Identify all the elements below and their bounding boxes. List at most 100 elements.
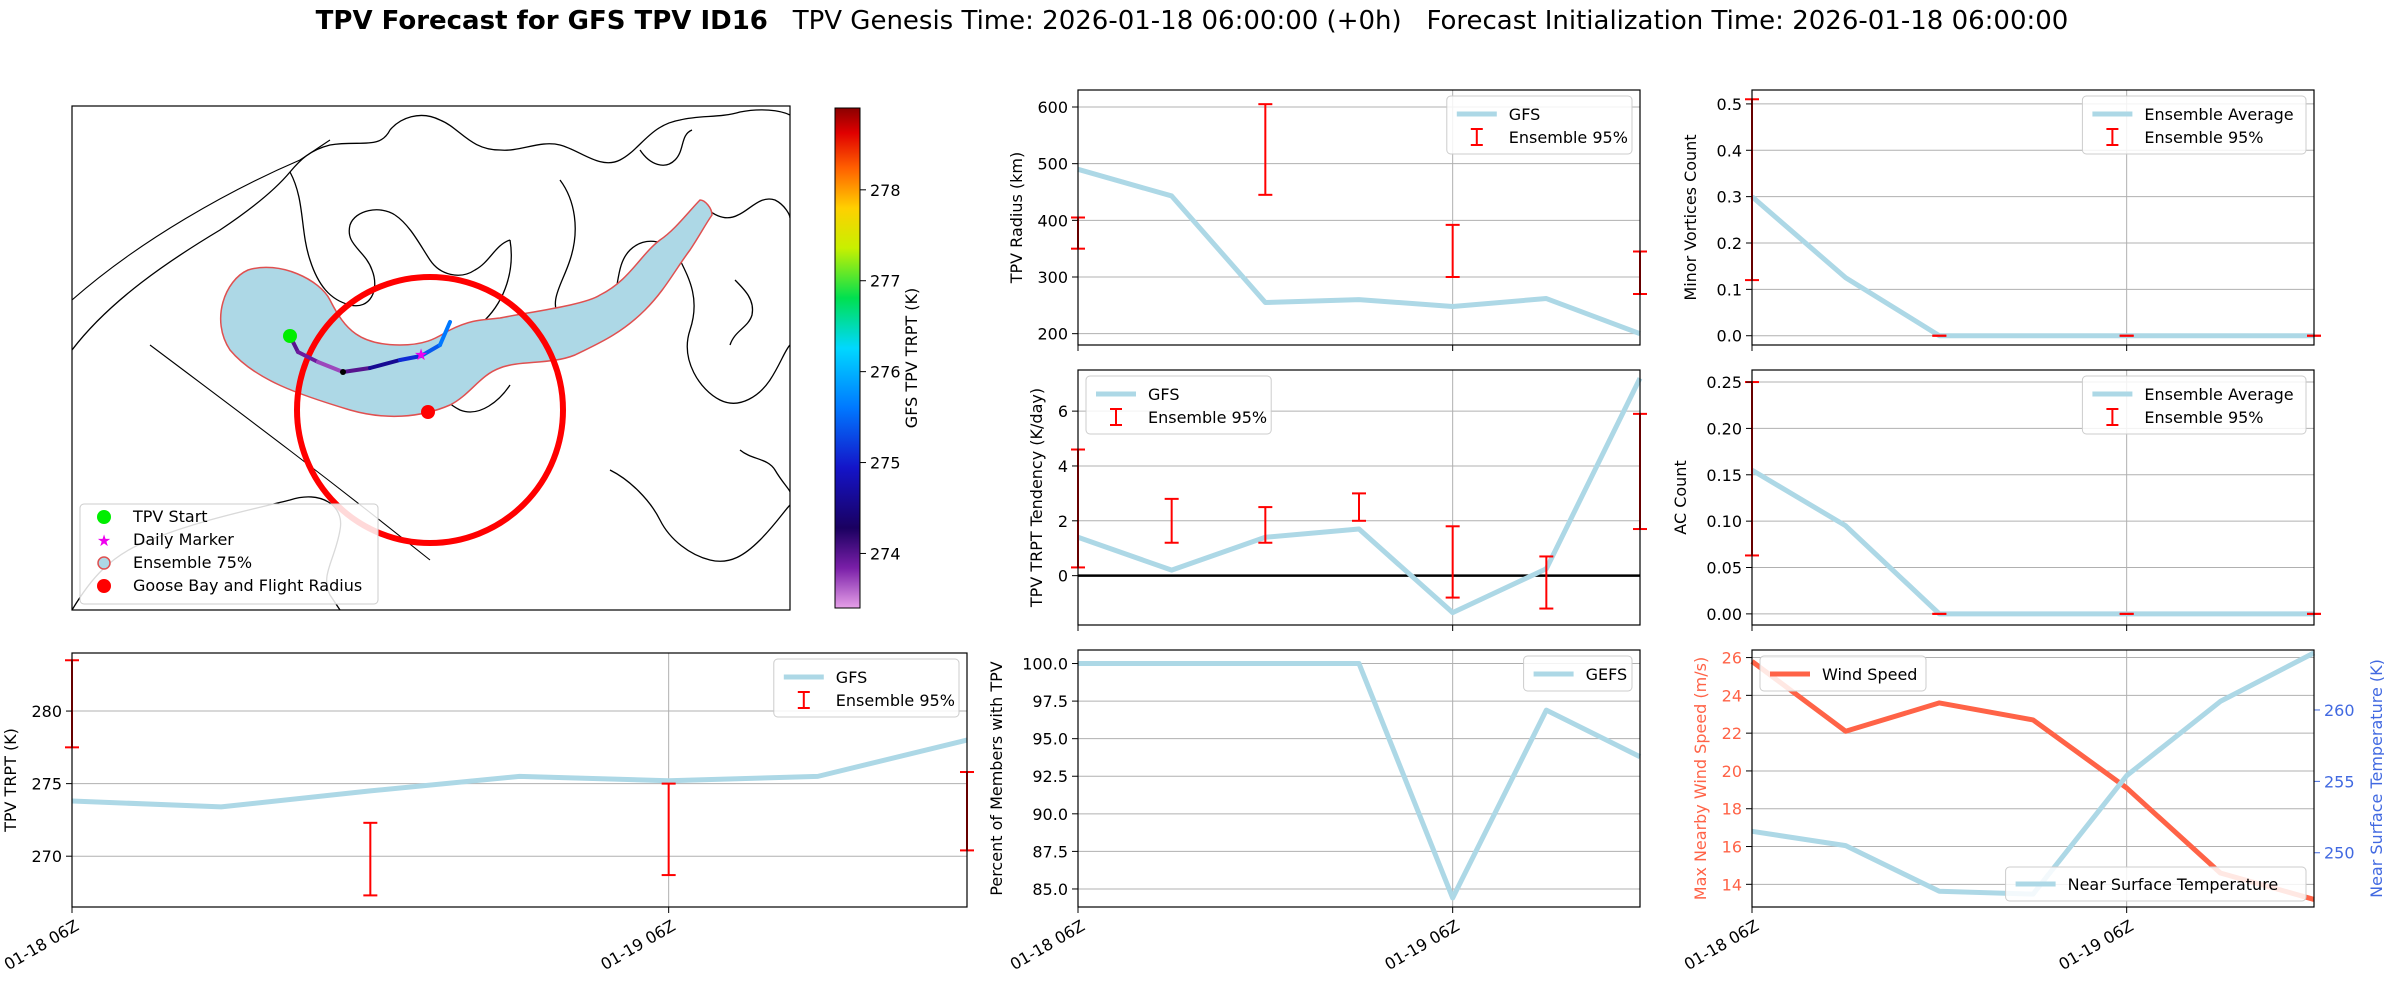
- x-tick-label: 01-19 06Z: [1381, 916, 1462, 974]
- track-segment: [398, 354, 423, 362]
- y-tick-label: 95.0: [1032, 730, 1068, 749]
- y-tick-label: 85.0: [1032, 880, 1068, 899]
- legend-label: Ensemble 95%: [1509, 128, 1628, 147]
- y-axis-label: TPV Radius (km): [1007, 152, 1026, 285]
- y-tick-label: 300: [1037, 268, 1068, 287]
- legend-label: Ensemble 95%: [2144, 128, 2263, 147]
- y2-tick-label: 255: [2324, 772, 2355, 791]
- legend-label: Near Surface Temperature: [2068, 875, 2279, 894]
- series-line-ensemble-average: [1750, 467, 2314, 617]
- y-tick-label: 0.5: [1717, 95, 1742, 114]
- legend-label: Wind Speed: [1822, 665, 1917, 684]
- legend-trpt: GFS Ensemble 95%: [773, 658, 960, 718]
- legend-box: [1523, 655, 1633, 692]
- colorbar-tick-label: 276: [870, 363, 901, 382]
- y-tick-label: 92.5: [1032, 767, 1068, 786]
- y-axis-label: TPV TRPT (K): [1, 728, 20, 833]
- plot-frame: [71, 652, 968, 908]
- chart-minor: 0.0 0.1 0.2 0.3 0.4 0.5 Minor Vortices Count En…: [1681, 89, 2321, 351]
- y-tick-label: 270: [31, 847, 62, 866]
- legend-box: [1085, 375, 1272, 435]
- map-panel: ★ TPV Start ★ Daily Marker Ensemble 75% …: [71, 105, 921, 611]
- y-tick-label: 18: [1722, 800, 1742, 819]
- track-segment: [419, 343, 442, 358]
- colorbar-ticks: 274 275 276 277 278: [860, 181, 901, 563]
- plot-frame: [1751, 369, 2315, 626]
- y-tick-label: 6: [1058, 402, 1068, 421]
- y-tick-label: 22: [1722, 724, 1742, 743]
- map-legend: TPV Start ★ Daily Marker Ensemble 75% Go…: [79, 503, 379, 605]
- y-tick-label: 0: [1058, 567, 1068, 586]
- plot-frame: [1077, 89, 1641, 346]
- legend-label-goose: Goose Bay and Flight Radius: [133, 576, 362, 595]
- x-tick-label: 01-18 06Z: [1, 916, 82, 974]
- series-line-ensemble-average: [1750, 194, 2314, 339]
- y-tick-label: 20: [1722, 762, 1742, 781]
- plot-frame: [1751, 89, 2315, 346]
- y-axis-label: Minor Vortices Count: [1681, 134, 1700, 300]
- genesis-time: TPV Genesis Time: 2026-01-18 06:00:00 (+…: [792, 6, 1402, 36]
- legend-label: GEFS: [1586, 665, 1628, 684]
- daily-marker-dot: [340, 369, 346, 375]
- y-tick-label: 0.05: [1706, 559, 1742, 578]
- legend-daily-star: ★: [97, 531, 111, 550]
- y-tick-label: 500: [1037, 155, 1068, 174]
- boundary-line: [72, 139, 331, 301]
- figure-title: TPV Forecast for GFS TPV ID16 TPV Genesi…: [0, 6, 2384, 36]
- colorbar-tick-label: 274: [870, 544, 901, 563]
- legend-tendency: GFS Ensemble 95%: [1085, 375, 1272, 435]
- legend-label: Ensemble 95%: [1148, 408, 1267, 427]
- legend-members: GEFS: [1523, 655, 1633, 692]
- y2-axis-label: Near Surface Temperature (K): [2367, 659, 2384, 898]
- y-tick-label: 16: [1722, 838, 1742, 857]
- colorbar-gradient: [834, 107, 861, 609]
- chart-tendency: 0 2 4 6 TPV TRPT Tendency (K/day) GFS Ensemble…: [1027, 369, 1647, 631]
- track-segment: [296, 350, 320, 364]
- y-tick-label: 0.25: [1706, 373, 1742, 392]
- legend-box: [773, 658, 960, 718]
- y-tick-label: 0.00: [1706, 605, 1742, 624]
- legend-label: GFS: [1509, 105, 1540, 124]
- track-segment: [316, 360, 345, 374]
- series-line-gfs: [71, 737, 968, 810]
- y-tick-label: 14: [1722, 875, 1742, 894]
- coastlines: [72, 109, 790, 610]
- series-line-gfs: [1077, 166, 1641, 337]
- y-tick-label: 0.4: [1717, 141, 1742, 160]
- y2-tick-label: 250: [2324, 844, 2355, 863]
- legend-box: [1759, 655, 1927, 692]
- y-tick-label: 0.10: [1706, 512, 1742, 531]
- colorbar-label: GFS TPV TRPT (K): [902, 288, 921, 428]
- x-tick-label: 01-19 06Z: [597, 916, 678, 974]
- series-line-gefs: [1078, 661, 1642, 901]
- track-segment: [438, 320, 452, 347]
- y-axis-label: AC Count: [1671, 460, 1690, 534]
- x-tick-label: 01-18 06Z: [1681, 916, 1762, 974]
- tpv-start-marker: [283, 329, 297, 343]
- y-tick-label: 2: [1058, 512, 1068, 531]
- y-axis-label: Percent of Members with TPV: [987, 661, 1006, 895]
- legend-label-start: TPV Start: [132, 507, 208, 526]
- flight-radius-circle: [294, 274, 566, 546]
- y-tick-label: 0.1: [1717, 280, 1742, 299]
- y-tick-label: 97.5: [1032, 692, 1068, 711]
- map-legend-box: [79, 503, 379, 605]
- y-tick-label: 4: [1058, 457, 1068, 476]
- chart-members: 85.0 87.5 90.0 92.5 95.0 97.5 100.0 Percent of …: [987, 649, 1642, 974]
- track-segment: [368, 358, 402, 370]
- y-tick-label: 0.2: [1717, 234, 1742, 253]
- y-tick-label: 400: [1037, 211, 1068, 230]
- figure-title-bold: TPV Forecast for GFS TPV ID16: [315, 6, 768, 36]
- tpv-track: [288, 320, 452, 374]
- x-tick-label: 01-18 06Z: [1007, 916, 1088, 974]
- legend-box: [2081, 95, 2307, 155]
- ensemble-75-region: [220, 199, 713, 418]
- legend-ens75-swatch: [97, 556, 111, 570]
- y-tick-label: 280: [31, 702, 62, 721]
- legend-label-ens75: Ensemble 75%: [133, 553, 252, 572]
- x-tick-label: 01-19 06Z: [2055, 916, 2136, 974]
- legend-box: [1446, 95, 1633, 155]
- y-tick-label: 275: [31, 775, 62, 794]
- legend-label: Ensemble Average: [2144, 385, 2293, 404]
